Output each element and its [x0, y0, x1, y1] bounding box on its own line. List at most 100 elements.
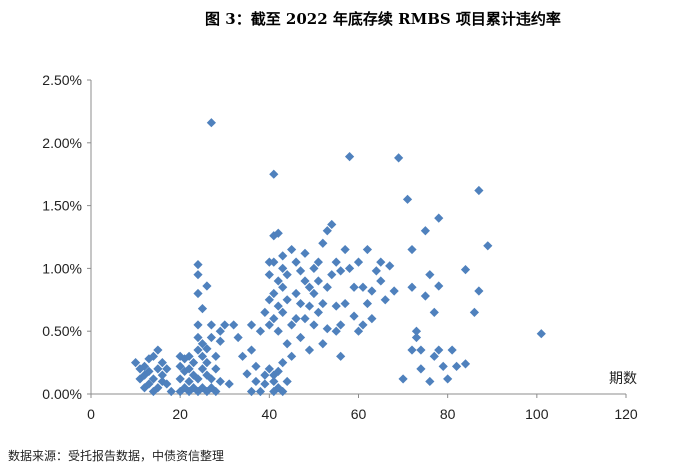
data-point [376, 276, 386, 286]
data-point [416, 345, 426, 355]
data-point [211, 386, 221, 397]
data-point [193, 270, 203, 280]
data-point [291, 314, 301, 324]
data-point [144, 354, 154, 364]
data-point [340, 244, 350, 255]
data-point [371, 266, 381, 276]
data-point [380, 295, 390, 305]
data-point [287, 244, 297, 255]
data-point [148, 386, 159, 397]
data-point [251, 361, 261, 371]
data-point [130, 358, 141, 368]
data-point [273, 228, 283, 238]
data-point [139, 383, 150, 393]
data-point [362, 298, 373, 309]
data-point [447, 345, 457, 355]
data-point [206, 320, 216, 330]
data-point [224, 379, 234, 389]
data-point [358, 282, 368, 292]
data-point [402, 194, 413, 204]
data-point [536, 329, 546, 339]
data-point [197, 339, 208, 349]
data-point [180, 354, 190, 364]
data-point [407, 282, 417, 292]
data-point [264, 295, 274, 305]
data-point [429, 307, 439, 317]
data-point [407, 345, 417, 355]
data-point [331, 301, 341, 311]
data-point [175, 386, 185, 397]
data-point [336, 266, 346, 276]
data-point [291, 288, 301, 299]
data-point [197, 303, 208, 314]
data-point [197, 383, 208, 393]
y-tick-label: 0.00% [42, 386, 82, 402]
data-point [278, 386, 288, 397]
data-point [269, 257, 279, 267]
data-point [407, 244, 417, 255]
data-point [273, 326, 283, 336]
data-point [255, 386, 266, 397]
data-point [269, 370, 279, 380]
data-point [309, 320, 319, 330]
y-tick-label: 2.50% [42, 72, 82, 88]
data-point [211, 364, 221, 374]
data-point [411, 326, 422, 336]
data-point [215, 336, 225, 346]
data-point [197, 364, 208, 374]
data-point [331, 326, 341, 336]
data-point [264, 320, 274, 330]
data-point [180, 383, 190, 393]
data-point [139, 370, 150, 380]
data-point [184, 376, 194, 387]
data-point [318, 298, 328, 309]
chart-title: 图 3：截至 2022 年底存续 RMBS 项目累计违约率 [205, 10, 561, 28]
data-point [344, 263, 355, 273]
data-point [148, 351, 159, 361]
data-point [215, 326, 225, 336]
data-point [193, 288, 203, 299]
data-point [336, 351, 346, 361]
data-point [336, 320, 346, 330]
data-point [153, 364, 163, 374]
data-point [282, 339, 292, 349]
data-point [184, 364, 194, 374]
data-point [278, 263, 288, 273]
data-point [157, 358, 167, 368]
data-point [353, 326, 364, 336]
data-point [139, 361, 150, 371]
data-point [273, 366, 283, 376]
data-point [425, 270, 435, 280]
data-point [416, 364, 426, 374]
data-point [434, 345, 444, 355]
data-point [425, 376, 435, 387]
data-point [278, 251, 288, 261]
data-point [443, 374, 453, 384]
data-point [309, 263, 319, 273]
data-point [260, 307, 270, 317]
data-point [278, 358, 288, 368]
data-point [144, 366, 154, 376]
data-point [180, 366, 190, 376]
data-point [367, 314, 377, 324]
data-points [130, 118, 546, 397]
data-point [295, 298, 306, 309]
data-point [309, 288, 319, 299]
data-point [411, 332, 422, 343]
data-point [269, 314, 279, 324]
data-point [269, 169, 279, 179]
data-point [188, 370, 199, 380]
data-point [331, 257, 341, 267]
data-point [273, 276, 283, 286]
data-point [304, 282, 315, 292]
data-point [184, 351, 194, 361]
data-point [233, 332, 243, 343]
data-point [349, 282, 359, 292]
data-point [242, 369, 252, 379]
data-point [300, 276, 310, 286]
data-point [193, 345, 203, 355]
data-point [255, 326, 266, 336]
data-point [304, 301, 315, 311]
data-point [193, 374, 203, 384]
data-point [327, 219, 337, 230]
